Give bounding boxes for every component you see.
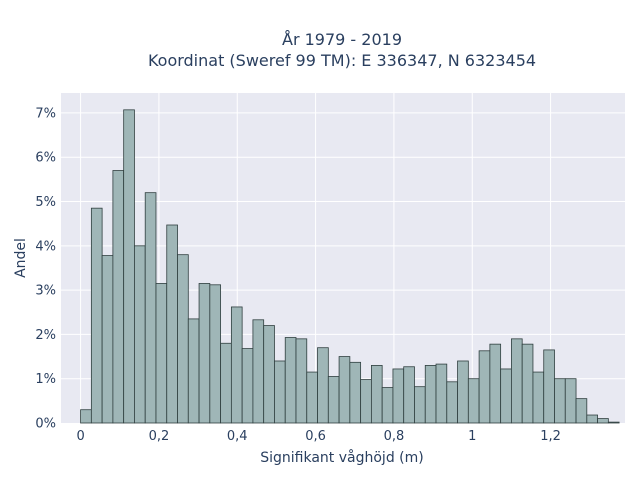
histogram-bar xyxy=(457,360,469,424)
y-axis-ticks: 0% 1% 2% 3% 4% 5% 6% 7% xyxy=(35,106,56,431)
histogram-bar xyxy=(532,371,545,424)
histogram-bar xyxy=(101,255,114,424)
histogram-bar xyxy=(123,109,135,424)
chart-title-line2: Koordinat (Sweref 99 TM): E 336347, N 63… xyxy=(148,51,536,70)
histogram-bar xyxy=(295,338,308,424)
histogram-bar xyxy=(263,325,275,424)
y-tick-label: 0% xyxy=(35,417,56,432)
histogram-bar xyxy=(500,368,512,424)
histogram-bar xyxy=(381,387,394,424)
histogram-bar xyxy=(349,361,362,424)
histogram-bar xyxy=(90,207,103,424)
histogram-bar xyxy=(187,318,200,424)
histogram-bar xyxy=(112,170,125,424)
histogram-bar xyxy=(80,409,92,424)
y-axis-title: Andel xyxy=(13,238,29,278)
histogram-bar xyxy=(327,376,340,424)
histogram-bar xyxy=(403,366,415,424)
histogram-bar xyxy=(306,371,318,424)
histogram-bar xyxy=(338,356,351,424)
histogram-bar xyxy=(607,421,620,424)
histogram-bar xyxy=(511,338,523,424)
histogram-bar xyxy=(220,342,232,424)
x-axis-title: Signifikant våghöjd (m) xyxy=(260,449,423,466)
y-tick-label: 3% xyxy=(35,284,56,299)
histogram-bar xyxy=(198,283,211,424)
histogram-bar xyxy=(230,306,243,424)
histogram-bar xyxy=(575,398,588,424)
histogram-bar xyxy=(209,284,222,424)
histogram-bar xyxy=(435,363,448,424)
histogram-bar xyxy=(166,224,178,424)
histogram-bar xyxy=(586,414,598,424)
x-tick-label: 1,2 xyxy=(540,429,561,444)
histogram-bar xyxy=(370,365,383,424)
y-tick-label: 4% xyxy=(35,239,56,254)
histogram-bar xyxy=(392,368,405,424)
histogram-bar xyxy=(284,337,297,424)
y-tick-label: 2% xyxy=(35,328,56,343)
chart-title-line1: År 1979 - 2019 xyxy=(282,30,402,49)
y-tick-label: 1% xyxy=(35,372,56,387)
y-tick-label: 7% xyxy=(35,106,56,121)
histogram-bar xyxy=(134,245,146,424)
histogram-bar xyxy=(554,378,566,424)
x-axis-ticks: 0 0,2 0,4 0,6 0,8 1 1,2 xyxy=(76,429,560,444)
histogram-bar xyxy=(478,350,491,424)
x-tick-label: 0,2 xyxy=(149,429,170,444)
histogram-bar xyxy=(252,319,265,424)
histogram-bar xyxy=(177,254,189,424)
histogram-bar xyxy=(564,378,577,424)
histogram-bar xyxy=(521,343,534,424)
histogram-bar xyxy=(155,283,168,424)
y-tick-label: 5% xyxy=(35,195,56,210)
x-tick-label: 0,4 xyxy=(227,429,248,444)
x-tick-label: 0 xyxy=(76,429,84,444)
x-tick-label: 0,6 xyxy=(305,429,326,444)
histogram-bar xyxy=(241,348,254,424)
histogram-bar xyxy=(424,365,437,424)
histogram-bar xyxy=(144,192,157,424)
histogram-bar xyxy=(467,378,480,424)
histogram-bar xyxy=(274,360,286,424)
histogram-bar xyxy=(446,381,458,424)
histogram-bar xyxy=(414,386,426,424)
histogram-bar xyxy=(543,349,555,424)
histogram-bars xyxy=(80,109,620,424)
x-tick-label: 0,8 xyxy=(384,429,405,444)
histogram-bar xyxy=(489,343,502,424)
histogram-bar xyxy=(317,347,329,424)
histogram-bar xyxy=(360,379,372,424)
histogram-bar xyxy=(597,418,609,424)
y-tick-label: 6% xyxy=(35,151,56,166)
x-tick-label: 1 xyxy=(468,429,476,444)
